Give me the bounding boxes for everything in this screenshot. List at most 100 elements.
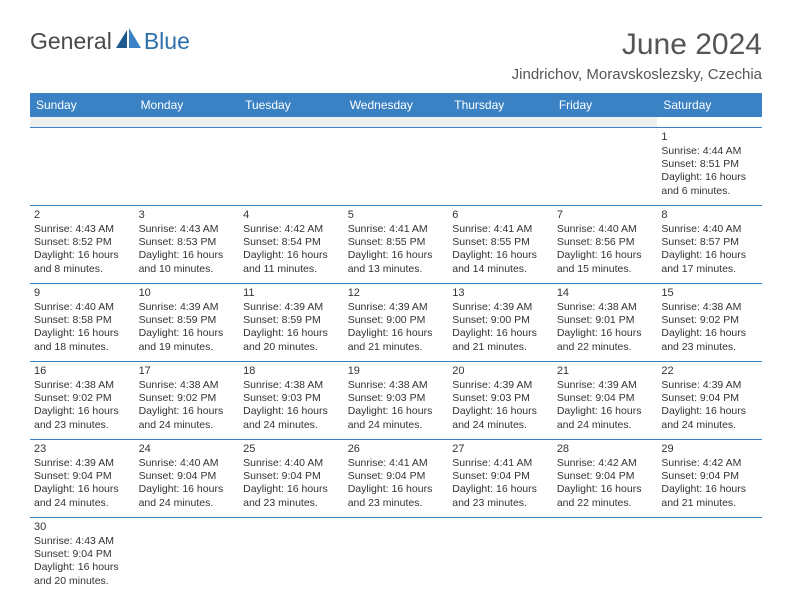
daylight-line: Daylight: 16 hours and 24 minutes. [557,405,654,432]
calendar-week-row: 16Sunrise: 4:38 AMSunset: 9:02 PMDayligh… [30,361,762,439]
day-number: 24 [139,442,236,456]
calendar-cell [344,127,449,205]
sunrise-line: Sunrise: 4:43 AM [34,223,131,236]
daylight-line: Daylight: 16 hours and 22 minutes. [557,483,654,510]
sunrise-line: Sunrise: 4:39 AM [139,301,236,314]
sunrise-line: Sunrise: 4:39 AM [243,301,340,314]
calendar-cell: 15Sunrise: 4:38 AMSunset: 9:02 PMDayligh… [657,283,762,361]
sunrise-line: Sunrise: 4:39 AM [348,301,445,314]
calendar-cell: 22Sunrise: 4:39 AMSunset: 9:04 PMDayligh… [657,361,762,439]
sunrise-line: Sunrise: 4:38 AM [34,379,131,392]
calendar-cell [553,127,658,205]
daylight-line: Daylight: 16 hours and 24 minutes. [139,483,236,510]
calendar-cell [135,127,240,205]
calendar-cell: 23Sunrise: 4:39 AMSunset: 9:04 PMDayligh… [30,439,135,517]
daylight-line: Daylight: 16 hours and 8 minutes. [34,249,131,276]
calendar-cell: 1Sunrise: 4:44 AMSunset: 8:51 PMDaylight… [657,127,762,205]
calendar-cell: 14Sunrise: 4:38 AMSunset: 9:01 PMDayligh… [553,283,658,361]
daylight-line: Daylight: 16 hours and 21 minutes. [452,327,549,354]
day-number: 2 [34,208,131,222]
daylight-line: Daylight: 16 hours and 13 minutes. [348,249,445,276]
day-number: 3 [139,208,236,222]
calendar-cell: 12Sunrise: 4:39 AMSunset: 9:00 PMDayligh… [344,283,449,361]
sunset-line: Sunset: 9:01 PM [557,314,654,327]
calendar-cell: 20Sunrise: 4:39 AMSunset: 9:03 PMDayligh… [448,361,553,439]
day-number: 8 [661,208,758,222]
daylight-line: Daylight: 16 hours and 20 minutes. [243,327,340,354]
daylight-line: Daylight: 16 hours and 19 minutes. [139,327,236,354]
sunrise-line: Sunrise: 4:43 AM [139,223,236,236]
sunset-line: Sunset: 9:02 PM [661,314,758,327]
calendar-cell: 30Sunrise: 4:43 AMSunset: 9:04 PMDayligh… [30,517,135,595]
calendar-week-row: 1Sunrise: 4:44 AMSunset: 8:51 PMDaylight… [30,127,762,205]
sunrise-line: Sunrise: 4:40 AM [243,457,340,470]
day-number: 30 [34,520,131,534]
sunrise-line: Sunrise: 4:42 AM [243,223,340,236]
calendar-cell: 10Sunrise: 4:39 AMSunset: 8:59 PMDayligh… [135,283,240,361]
sunset-line: Sunset: 8:59 PM [243,314,340,327]
sunrise-line: Sunrise: 4:41 AM [452,457,549,470]
weekday-header-row: Sunday Monday Tuesday Wednesday Thursday… [30,93,762,117]
calendar-week-row: 30Sunrise: 4:43 AMSunset: 9:04 PMDayligh… [30,517,762,595]
sunrise-line: Sunrise: 4:41 AM [348,457,445,470]
day-number: 27 [452,442,549,456]
calendar-cell: 21Sunrise: 4:39 AMSunset: 9:04 PMDayligh… [553,361,658,439]
sunset-line: Sunset: 8:58 PM [34,314,131,327]
calendar-cell: 8Sunrise: 4:40 AMSunset: 8:57 PMDaylight… [657,205,762,283]
header: General Blue June 2024 Jindrichov, Morav… [30,28,762,83]
daylight-line: Daylight: 16 hours and 23 minutes. [34,405,131,432]
sunrise-line: Sunrise: 4:44 AM [661,145,758,158]
sunrise-line: Sunrise: 4:38 AM [557,301,654,314]
spacer-cell [657,117,762,127]
daylight-line: Daylight: 16 hours and 6 minutes. [661,171,758,198]
calendar-cell: 13Sunrise: 4:39 AMSunset: 9:00 PMDayligh… [448,283,553,361]
sunset-line: Sunset: 9:04 PM [34,470,131,483]
daylight-line: Daylight: 16 hours and 23 minutes. [661,327,758,354]
sunrise-line: Sunrise: 4:40 AM [139,457,236,470]
day-number: 7 [557,208,654,222]
calendar-cell: 6Sunrise: 4:41 AMSunset: 8:55 PMDaylight… [448,205,553,283]
location: Jindrichov, Moravskoslezsky, Czechia [512,66,762,83]
daylight-line: Daylight: 16 hours and 18 minutes. [34,327,131,354]
calendar-cell [657,517,762,595]
weekday-header: Thursday [448,93,553,117]
day-number: 29 [661,442,758,456]
sunrise-line: Sunrise: 4:38 AM [661,301,758,314]
calendar-cell [30,127,135,205]
calendar-cell: 4Sunrise: 4:42 AMSunset: 8:54 PMDaylight… [239,205,344,283]
sunset-line: Sunset: 8:54 PM [243,236,340,249]
sunset-line: Sunset: 9:00 PM [452,314,549,327]
calendar-cell [135,517,240,595]
day-number: 14 [557,286,654,300]
daylight-line: Daylight: 16 hours and 14 minutes. [452,249,549,276]
sunset-line: Sunset: 9:04 PM [661,392,758,405]
sunrise-line: Sunrise: 4:40 AM [557,223,654,236]
calendar-cell: 29Sunrise: 4:42 AMSunset: 9:04 PMDayligh… [657,439,762,517]
calendar-week-row: 2Sunrise: 4:43 AMSunset: 8:52 PMDaylight… [30,205,762,283]
weekday-header: Friday [553,93,658,117]
weekday-header: Saturday [657,93,762,117]
sunrise-line: Sunrise: 4:41 AM [348,223,445,236]
calendar-cell [448,127,553,205]
daylight-line: Daylight: 16 hours and 21 minutes. [348,327,445,354]
calendar-week-row: 23Sunrise: 4:39 AMSunset: 9:04 PMDayligh… [30,439,762,517]
sunrise-line: Sunrise: 4:42 AM [661,457,758,470]
daylight-line: Daylight: 16 hours and 23 minutes. [348,483,445,510]
day-number: 6 [452,208,549,222]
day-number: 15 [661,286,758,300]
sunrise-line: Sunrise: 4:43 AM [34,535,131,548]
day-number: 19 [348,364,445,378]
daylight-line: Daylight: 16 hours and 24 minutes. [243,405,340,432]
brand-part1: General [30,28,112,55]
sunrise-line: Sunrise: 4:38 AM [139,379,236,392]
day-number: 9 [34,286,131,300]
calendar-cell: 19Sunrise: 4:38 AMSunset: 9:03 PMDayligh… [344,361,449,439]
sunset-line: Sunset: 9:04 PM [348,470,445,483]
sunset-line: Sunset: 8:56 PM [557,236,654,249]
calendar-cell: 26Sunrise: 4:41 AMSunset: 9:04 PMDayligh… [344,439,449,517]
sunset-line: Sunset: 9:04 PM [243,470,340,483]
sunset-line: Sunset: 8:55 PM [348,236,445,249]
day-number: 28 [557,442,654,456]
sunrise-line: Sunrise: 4:39 AM [557,379,654,392]
sunset-line: Sunset: 9:04 PM [557,392,654,405]
